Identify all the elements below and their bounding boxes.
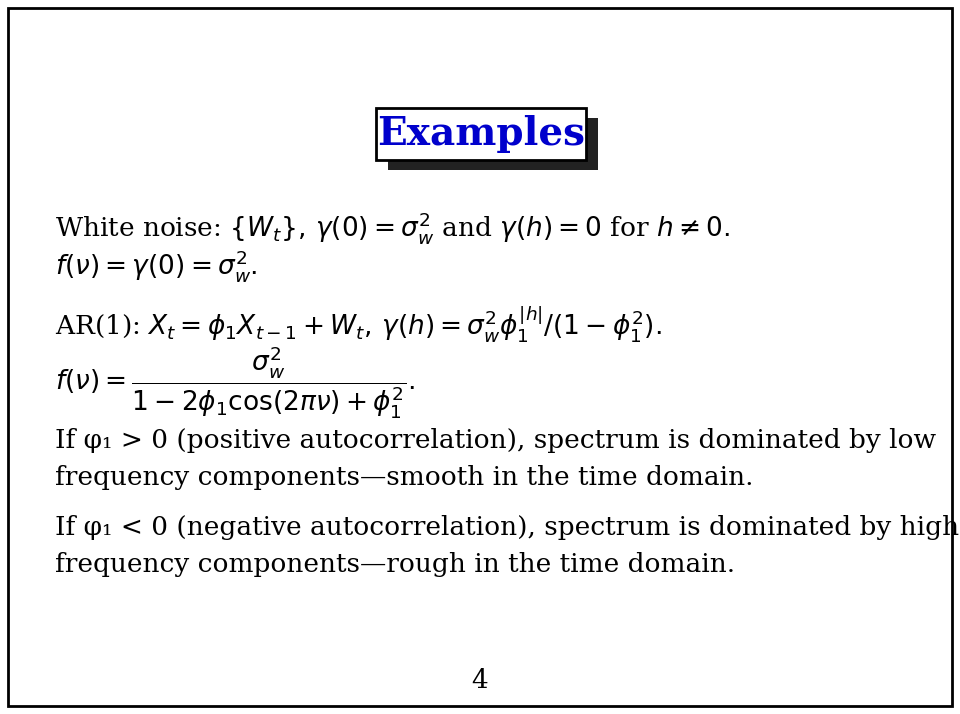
Text: AR(1): $X_t = \phi_1 X_{t-1} + W_t,\, \gamma(h) = \sigma_w^2 \phi_1^{|h|}/(1 - \: AR(1): $X_t = \phi_1 X_{t-1} + W_t,\, \g… (55, 305, 661, 345)
Text: White noise: $\{W_t\},\, \gamma(0) = \sigma_w^2$ and $\gamma(h) = 0$ for $h \neq: White noise: $\{W_t\},\, \gamma(0) = \si… (55, 210, 731, 246)
Text: frequency components—smooth in the time domain.: frequency components—smooth in the time … (55, 465, 754, 490)
Text: If φ₁ < 0 (negative autocorrelation), spectrum is dominated by high: If φ₁ < 0 (negative autocorrelation), sp… (55, 515, 959, 540)
Bar (388, 118, 598, 170)
Text: 4: 4 (471, 668, 489, 693)
Text: $f(\nu) = \dfrac{\sigma_w^2}{1 - 2\phi_1\cos(2\pi\nu) + \phi_1^2}.$: $f(\nu) = \dfrac{\sigma_w^2}{1 - 2\phi_1… (55, 345, 416, 421)
Text: $f(\nu) = \gamma(0) = \sigma_w^2.$: $f(\nu) = \gamma(0) = \sigma_w^2.$ (55, 248, 257, 284)
Bar (376, 108, 586, 160)
Text: Examples: Examples (377, 115, 585, 153)
Text: If φ₁ > 0 (positive autocorrelation), spectrum is dominated by low: If φ₁ > 0 (positive autocorrelation), sp… (55, 428, 936, 453)
Text: frequency components—rough in the time domain.: frequency components—rough in the time d… (55, 552, 735, 577)
